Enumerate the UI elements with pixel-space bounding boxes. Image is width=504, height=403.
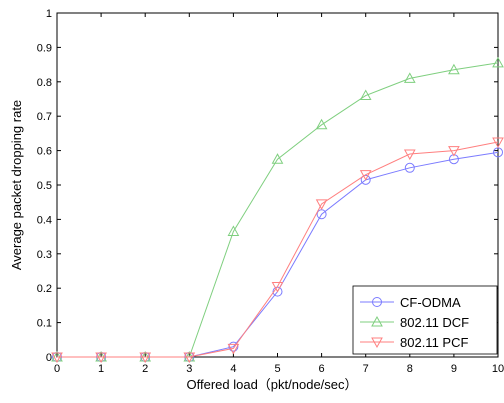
x-tick-label: 0 <box>54 363 60 375</box>
data-point <box>448 63 460 75</box>
y-tick-label: 0.1 <box>37 318 52 330</box>
y-tick-label: 0 <box>46 352 52 364</box>
x-tick-label: 5 <box>274 363 280 375</box>
data-point <box>359 89 372 101</box>
y-tick-label: 0.6 <box>37 146 52 158</box>
data-point <box>51 352 63 364</box>
legend-item: CF-ODMA <box>360 295 461 310</box>
x-tick-label: 7 <box>363 363 369 375</box>
data-point <box>360 174 371 185</box>
data-point <box>227 225 240 236</box>
x-tick-label: 2 <box>142 363 148 375</box>
data-point <box>315 118 328 130</box>
legend-label: CF-ODMA <box>400 295 461 310</box>
legend-item: 802.11 PCF <box>360 335 468 350</box>
y-axis-title: Average packet dropping rate <box>9 100 24 270</box>
legend-marker <box>371 337 383 349</box>
y-tick-label: 0.9 <box>37 42 52 54</box>
x-tick-label: 8 <box>407 363 413 375</box>
y-tick-label: 0.8 <box>37 77 52 89</box>
y-tick-label: 1 <box>46 8 52 20</box>
data-point <box>448 146 460 157</box>
x-tick-label: 4 <box>230 363 236 375</box>
data-point <box>271 153 284 164</box>
data-point <box>403 72 416 83</box>
data-point <box>315 199 328 210</box>
y-tick-label: 0.5 <box>37 180 52 192</box>
data-point <box>95 352 107 364</box>
data-point <box>227 343 240 355</box>
data-point <box>403 149 416 161</box>
legend-label: 802.11 PCF <box>400 335 468 350</box>
x-tick-label: 10 <box>492 363 504 375</box>
legend-marker <box>371 315 383 327</box>
x-tick-label: 6 <box>319 363 325 375</box>
x-tick-label: 3 <box>186 363 192 375</box>
y-tick-label: 0.3 <box>37 249 52 261</box>
legend: CF-ODMA 802.11 DCF 802.11 PCF <box>352 285 498 355</box>
axis-ticks <box>56 12 499 358</box>
y-tick-label: 0.4 <box>37 214 52 226</box>
data-point <box>271 281 284 293</box>
series-layer <box>51 56 504 364</box>
axis-tick-labels: 0 1 2 3 4 5 6 7 8 9 10 0 0.1 0.2 0.3 0.4 0.5 0.6 0.7 0.8 0.9… <box>37 8 504 375</box>
legend-label: 802.11 DCF <box>400 315 469 330</box>
x-tick-label: 1 <box>98 363 104 375</box>
data-point <box>139 352 152 364</box>
legend-item: 802.11 DCF <box>360 315 469 330</box>
data-point <box>183 352 196 364</box>
data-point <box>404 162 415 173</box>
data-point <box>492 137 504 149</box>
data-point <box>228 341 239 352</box>
data-point <box>492 56 504 68</box>
series-line <box>57 141 499 358</box>
data-point <box>359 170 372 181</box>
y-tick-label: 0.7 <box>37 111 52 123</box>
legend-marker <box>372 297 382 307</box>
x-axis-title: Offered load（pkt/node/sec） <box>186 377 357 392</box>
series-2 <box>51 137 504 364</box>
x-tick-label: 9 <box>451 363 457 375</box>
y-tick-label: 0.2 <box>37 283 52 295</box>
